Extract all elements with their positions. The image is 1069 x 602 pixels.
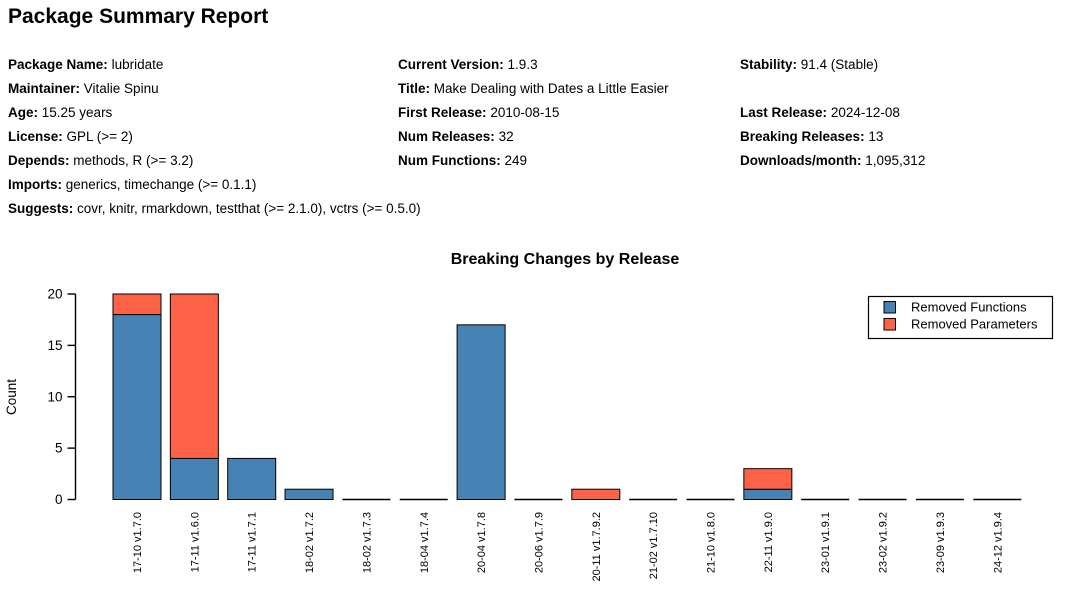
legend-label: Removed Functions: [911, 300, 1027, 315]
field-label: Num Releases:: [398, 129, 495, 144]
x-tick-label: 20-04 v1.7.8: [476, 512, 488, 573]
field-label: Maintainer:: [8, 81, 81, 96]
metadata-field: Num Functions: 249: [398, 149, 527, 173]
field-label: Breaking Releases:: [740, 129, 865, 144]
bar-removed-functions: [169, 457, 219, 500]
y-tick-label: 20: [47, 287, 62, 302]
x-tick-label: 17-11 v1.6.0: [189, 512, 201, 572]
x-tick-label: 24-12 v1.9.4: [992, 512, 1004, 573]
field-label: Num Functions:: [398, 153, 501, 168]
field-value: Make Dealing with Dates a Little Easier: [433, 81, 669, 96]
y-tick-label: 0: [55, 492, 63, 507]
field-value: lubridate: [111, 57, 164, 72]
x-axis-labels: 17-10 v1.7.0 17-11 v1.6.0 17-11 v1.7.1 18-0…: [132, 512, 1004, 582]
metadata-field: Breaking Releases: 13: [740, 125, 883, 149]
x-tick-label: 21-10 v1.8.0: [706, 512, 718, 573]
x-tick-label: 18-04 v1.7.4: [419, 512, 431, 573]
field-value: covr, knitr, rmarkdown, testthat (>= 2.1…: [77, 201, 421, 216]
metadata-field: Title: Make Dealing with Dates a Little …: [398, 77, 669, 101]
bar-removed-functions: [227, 457, 277, 500]
field-value: 2024-12-08: [830, 105, 900, 120]
legend-swatch-removed-parameters: [883, 318, 896, 331]
bar-removed-functions: [284, 488, 334, 501]
legend-label: Removed Parameters: [911, 317, 1038, 332]
field-value: Vitalie Spinu: [83, 81, 159, 96]
field-value: 15.25 years: [41, 105, 113, 120]
field-label: Current Version:: [398, 57, 504, 72]
field-label: License:: [8, 129, 63, 144]
metadata-field: Last Release: 2024-12-08: [740, 101, 900, 125]
breaking-changes-chart: Breaking Changes by Release Count 0 5 10 15…: [4, 251, 1054, 582]
bar-removed-parameters: [571, 488, 621, 501]
field-label: Depends:: [8, 153, 70, 168]
bar-removed-parameters: [169, 293, 219, 459]
x-tick-label: 18-02 v1.7.2: [304, 512, 316, 573]
bar-removed-functions: [456, 324, 506, 500]
metadata-field: Imports: generics, timechange (>= 0.1.1): [8, 173, 256, 197]
bar-removed-parameters: [743, 468, 793, 490]
bar-removed-parameters: [112, 293, 162, 316]
y-tick-label: 10: [47, 389, 62, 404]
field-value: methods, R (>= 3.2): [73, 153, 194, 168]
metadata-field: First Release: 2010-08-15: [398, 101, 559, 125]
x-tick-label: 18-02 v1.7.3: [361, 512, 373, 573]
field-label: Title:: [398, 81, 431, 96]
field-value: 1.9.3: [507, 57, 538, 72]
field-label: Suggests:: [8, 201, 74, 216]
legend: Removed Functions Removed Parameters: [867, 295, 1054, 340]
page-title: Package Summary Report: [8, 5, 269, 28]
field-label: Stability:: [740, 57, 798, 72]
legend-box: [867, 295, 1054, 340]
x-tick-label: 21-02 v1.7.10: [648, 512, 660, 579]
field-value: GPL (>= 2): [66, 129, 133, 144]
bar-removed-functions: [743, 488, 793, 501]
field-value: generics, timechange (>= 0.1.1): [65, 177, 257, 192]
field-value: 32: [498, 129, 514, 144]
chart: Breaking Changes by Release Count 0 5 10 15…: [0, 240, 1069, 602]
y-axis: 0 5 10 15 20: [47, 287, 77, 507]
legend-swatch-removed-functions: [883, 301, 896, 314]
chart-title: Breaking Changes by Release: [451, 251, 680, 268]
field-label: Package Name:: [8, 57, 108, 72]
y-axis-label: Count: [4, 379, 19, 415]
field-value: 2010-08-15: [490, 105, 560, 120]
x-tick-label: 20-06 v1.7.9: [533, 512, 545, 573]
field-label: First Release:: [398, 105, 487, 120]
field-label: Imports:: [8, 177, 62, 192]
field-label: Last Release:: [740, 105, 828, 120]
field-label: Downloads/month:: [740, 153, 862, 168]
x-tick-label: 23-09 v1.9.3: [935, 512, 947, 573]
metadata-field: Maintainer: Vitalie Spinu: [8, 77, 159, 101]
y-tick-label: 15: [47, 338, 62, 353]
field-value: 1,095,312: [865, 153, 926, 168]
metadata-field: Stability: 91.4 (Stable): [740, 53, 878, 77]
x-tick-label: 17-11 v1.7.1: [247, 512, 259, 572]
bar-removed-functions: [112, 314, 162, 500]
field-value: 13: [868, 129, 884, 144]
x-tick-label: 17-10 v1.7.0: [132, 512, 144, 573]
x-tick-label: 23-02 v1.9.2: [878, 512, 890, 573]
x-tick-label: 22-11 v1.9.0: [763, 512, 775, 572]
x-tick-label: 20-11 v1.7.9.2: [591, 512, 603, 582]
field-value: 249: [504, 153, 528, 168]
y-tick-label: 5: [55, 441, 63, 456]
metadata-field: Current Version: 1.9.3: [398, 53, 538, 77]
field-value: 91.4 (Stable): [800, 57, 879, 72]
metadata-field: Depends: methods, R (>= 3.2): [8, 149, 193, 173]
metadata-field: Downloads/month: 1,095,312: [740, 149, 925, 173]
metadata-field: Num Releases: 32: [398, 125, 514, 149]
metadata-field: Age: 15.25 years: [8, 101, 112, 125]
metadata-field: Package Name: lubridate: [8, 53, 163, 77]
field-label: Age:: [8, 105, 38, 120]
x-tick-label: 23-01 v1.9.1: [820, 512, 832, 573]
metadata-field: License: GPL (>= 2): [8, 125, 133, 149]
bar-series: [112, 293, 1022, 501]
metadata-field: Suggests: covr, knitr, rmarkdown, testth…: [8, 197, 421, 221]
